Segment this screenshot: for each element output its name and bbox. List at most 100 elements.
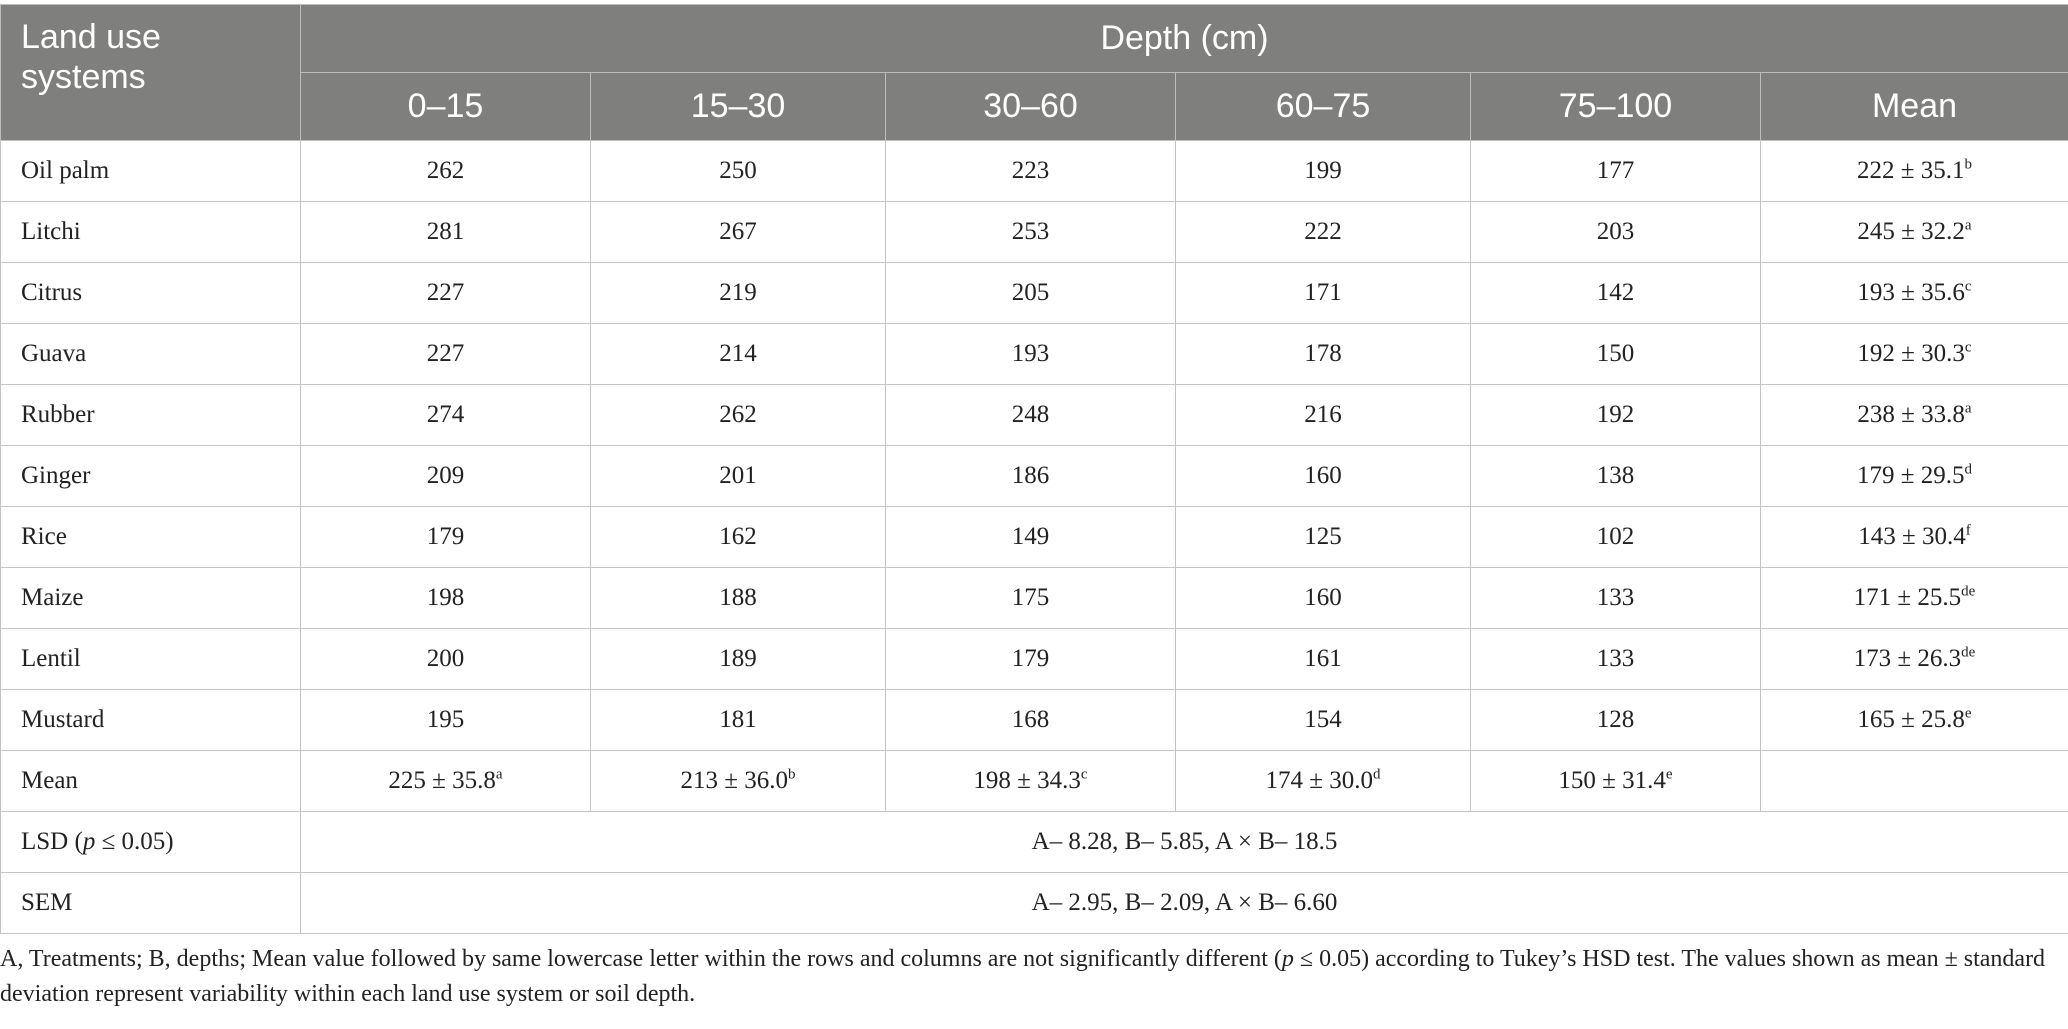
significance-letter: b [1964,156,1973,173]
value-cell: 205 [885,262,1176,324]
value-cell: 179 [300,506,591,568]
value-cell: 248 [885,384,1176,446]
significance-letter: c [1964,278,1972,295]
value-cell: 250 [590,140,886,202]
significance-letter: c [1964,339,1972,356]
row-label: Citrus [0,262,301,324]
value-cell: 125 [1175,506,1471,568]
value-cell: 192 [1470,384,1761,446]
value-cell: 150 [1470,323,1761,385]
mean-value: 238 ± 33.8 [1857,401,1965,428]
value-cell: 161 [1175,628,1471,690]
value-cell: 281 [300,201,591,263]
significance-letter: e [1964,705,1972,722]
mean-value: 143 ± 30.4 [1858,523,1966,550]
value-cell: 175 [885,567,1176,629]
table-row: Litchi 281 267 253 222 203 245 ± 32.2a [0,201,2068,263]
mean-value: 222 ± 35.1 [1857,157,1965,184]
value-cell: 149 [885,506,1176,568]
table-footnote: A, Treatments; B, depths; Mean value fol… [0,942,2060,1012]
row-label: Rubber [0,384,301,446]
table-row: Lentil 200 189 179 161 133 173 ± 26.3de [0,628,2068,690]
value-cell: 168 [885,689,1176,751]
land-use-depth-table: Land use systems Depth (cm) 0–15 15–30 3… [0,4,2068,934]
mean-cell: 213 ± 36.0b [590,750,886,812]
mean-value: 213 ± 36.0 [680,767,788,794]
value-cell: 133 [1470,567,1761,629]
value-cell: 227 [300,323,591,385]
mean-cell: 150 ± 31.4e [1470,750,1761,812]
value-cell: 177 [1470,140,1761,202]
table-summary: Mean 225 ± 35.8a 213 ± 36.0b 198 ± 34.3c… [0,750,2068,934]
header-row-columns: 0–15 15–30 30–60 60–75 75–100 Mean [1,72,2068,141]
mean-row-label: Mean [0,750,301,812]
value-cell: 195 [300,689,591,751]
value-cell: 179 [885,628,1176,690]
value-cell: 188 [590,567,886,629]
mean-cell: 198 ± 34.3c [885,750,1176,812]
table-row: Mustard 195 181 168 154 128 165 ± 25.8e [0,689,2068,751]
value-cell: 160 [1175,445,1471,507]
footnote-text-2: ≤ 0.05) according to Tukey’s HSD test. T… [0,946,2046,1007]
mean-cell: 173 ± 26.3de [1759,628,2068,690]
mean-cell: 222 ± 35.1b [1759,140,2068,202]
value-cell: 267 [590,201,886,263]
sem-value: A– 2.95, B– 2.09, A × B– 6.60 [299,872,2068,934]
header-row-group: Land use systems Depth (cm) [0,4,2068,141]
column-header-15-30: 15–30 [590,72,886,141]
value-cell: 128 [1470,689,1761,751]
value-cell: 154 [1175,689,1471,751]
value-cell: 189 [590,628,886,690]
value-cell: 162 [590,506,886,568]
column-header-0-15: 0–15 [300,72,591,141]
value-cell: 214 [590,323,886,385]
lsd-row: LSD (p ≤ 0.05) A– 8.28, B– 5.85, A × B– … [0,811,2068,873]
significance-letter: e [1665,766,1673,783]
mean-value: 225 ± 35.8 [388,767,496,794]
table-row: Ginger 209 201 186 160 138 179 ± 29.5d [0,445,2068,507]
table-row: Guava 227 214 193 178 150 192 ± 30.3c [0,323,2068,385]
mean-value: 193 ± 35.6 [1857,279,1965,306]
column-header-75-100: 75–100 [1470,72,1761,141]
value-cell: 209 [300,445,591,507]
significance-letter: c [1080,766,1088,783]
value-cell: 227 [300,262,591,324]
footnote-text-1: A, Treatments; B, depths; Mean value fol… [0,946,1282,972]
value-cell: 138 [1470,445,1761,507]
value-cell: 200 [300,628,591,690]
mean-value: 174 ± 30.0 [1265,767,1373,794]
mean-cell: 225 ± 35.8a [300,750,591,812]
column-header-mean: Mean [1759,72,2068,141]
mean-row: Mean 225 ± 35.8a 213 ± 36.0b 198 ± 34.3c… [0,750,2068,812]
stub-header: Land use systems [0,4,301,141]
table-row: Oil palm 262 250 223 199 177 222 ± 35.1b [0,140,2068,202]
table-body: Oil palm 262 250 223 199 177 222 ± 35.1b Litchi… [0,140,2068,751]
footnote-var: p [1281,946,1294,972]
significance-letter: a [1964,400,1972,417]
value-cell: 160 [1175,567,1471,629]
table-row: Rubber 274 262 248 216 192 238 ± 33.8a [0,384,2068,446]
value-cell: 222 [1175,201,1471,263]
row-label: Rice [0,506,301,568]
significance-letter: a [495,766,503,783]
mean-cell: 165 ± 25.8e [1759,689,2068,751]
significance-letter: de [1961,644,1976,661]
table-container: Land use systems Depth (cm) 0–15 15–30 3… [0,4,2068,934]
value-cell: 181 [590,689,886,751]
significance-letter: b [787,766,796,783]
mean-value: 179 ± 29.5 [1857,462,1965,489]
value-cell: 262 [300,140,591,202]
mean-cell: 171 ± 25.5de [1759,567,2068,629]
significance-letter: d [1964,461,1973,478]
lsd-row-label: LSD (p ≤ 0.05) [0,811,301,873]
row-label: Mustard [0,689,301,751]
value-cell: 203 [1470,201,1761,263]
row-label: Lentil [0,628,301,690]
value-cell: 193 [885,323,1176,385]
value-cell: 262 [590,384,886,446]
row-label: Oil palm [0,140,301,202]
lsd-label-pre: LSD ( [21,828,83,855]
value-cell: 201 [590,445,886,507]
value-cell: 186 [885,445,1176,507]
empty-cell [1759,750,2068,812]
